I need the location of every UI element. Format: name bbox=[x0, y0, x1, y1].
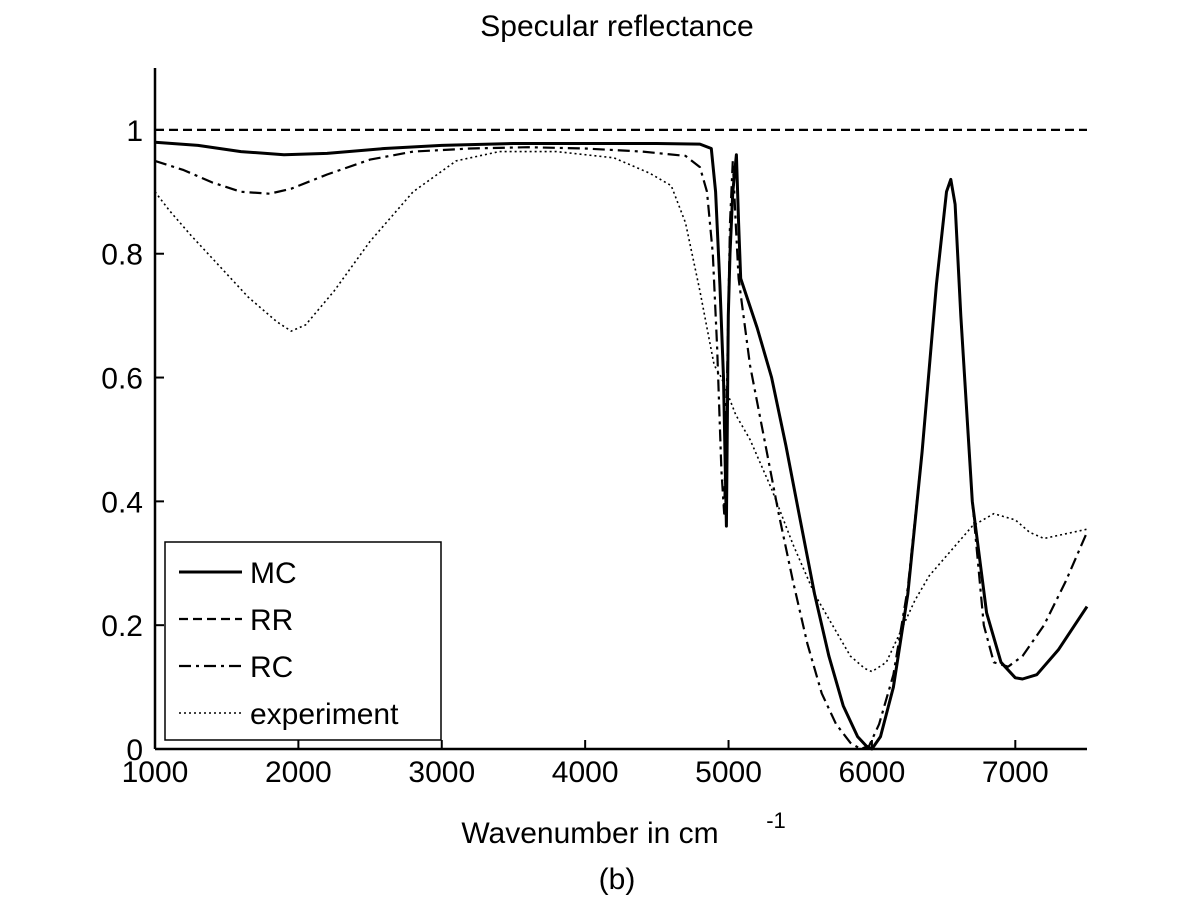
series-line-experiment bbox=[154, 150, 1088, 673]
legend-label-rc: RC bbox=[250, 651, 293, 684]
x-tick-label: 4000 bbox=[552, 756, 619, 789]
series-layer bbox=[154, 128, 1089, 751]
figure-caption: (b) bbox=[599, 863, 636, 896]
x-tick-label: 1000 bbox=[122, 756, 189, 789]
legend: MC RR RC experiment bbox=[164, 541, 442, 741]
series-line-rc bbox=[154, 146, 1089, 751]
legend-label-rr: RR bbox=[250, 604, 293, 637]
x-tick-label: 3000 bbox=[408, 756, 475, 789]
legend-box bbox=[164, 541, 442, 741]
legend-label-experiment: experiment bbox=[250, 698, 399, 731]
y-tick-label: 0.6 bbox=[101, 363, 143, 396]
y-tick-label: 0.2 bbox=[101, 610, 143, 643]
x-tick-label: 5000 bbox=[695, 756, 762, 789]
legend-label-mc: MC bbox=[250, 557, 297, 590]
y-tick-label: 0.4 bbox=[101, 486, 143, 519]
x-tick-label: 2000 bbox=[265, 756, 332, 789]
axes bbox=[153, 68, 1087, 751]
chart-title: Specular reflectance bbox=[480, 10, 754, 43]
y-tick-label: 0.8 bbox=[101, 239, 143, 272]
ticks: 1000 2000 3000 4000 5000 6000 7000 0 0.2 0.4 0.6 0.… bbox=[101, 115, 1048, 789]
x-tick-label: 6000 bbox=[839, 756, 906, 789]
y-tick-label: 0 bbox=[126, 734, 143, 767]
x-axis-label-superscript: -1 bbox=[766, 808, 786, 833]
x-axis-label: Wavenumber in cm bbox=[461, 817, 718, 850]
y-tick-label: 1 bbox=[126, 115, 143, 148]
x-tick-label: 7000 bbox=[982, 756, 1049, 789]
x-axis-label-group: Wavenumber in cm -1 bbox=[461, 808, 785, 850]
